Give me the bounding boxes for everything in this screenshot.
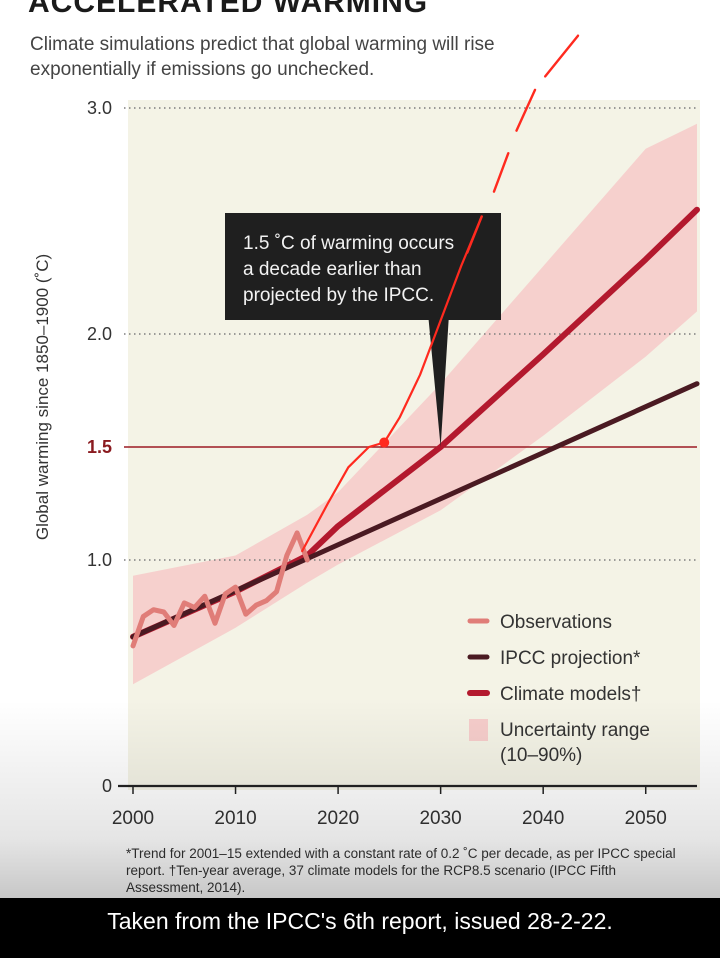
y-tick-label: 2.0: [87, 324, 112, 344]
y-tick-label: 1.0: [87, 550, 112, 570]
hand-drawn-overlay: [301, 34, 580, 553]
legend-uncertainty-label-2: (10–90%): [500, 745, 582, 766]
headline: ACCELERATED WARMING: [28, 0, 429, 19]
annotation-layer: 1.5 ˚C of warming occurs a decade earlier…: [225, 213, 501, 447]
legend: Observations IPCC projection* Climate mode…: [467, 612, 650, 766]
legend-uncertainty-swatch: [469, 719, 488, 741]
annotation-text-line: projected by the IPCC.: [243, 285, 434, 306]
overlay-dash: [466, 215, 483, 254]
x-tick-label: 2020: [317, 808, 359, 829]
caption-text: Taken from the IPCC's 6th report, issued…: [107, 908, 613, 934]
x-tick-label: 2050: [625, 808, 667, 829]
legend-uncertainty-label: Uncertainty range: [500, 720, 650, 741]
y-tick-label: 1.5: [87, 437, 112, 457]
uncertainty-band: [133, 123, 697, 685]
legend-ipcc-projection-label: IPCC projection*: [500, 648, 641, 669]
y-tick-label: 0: [102, 776, 112, 796]
y-axis-label: Global warming since 1850–1900 (˚C): [33, 254, 52, 540]
y-tick-label: 3.0: [87, 98, 112, 118]
overlay-marker: [379, 437, 390, 448]
subtitle: Climate simulations predict that global …: [30, 34, 495, 80]
annotation-text-line: 1.5 ˚C of warming occurs: [243, 233, 454, 254]
warming-chart: 0 1.0 1.5 2.0 3.0 Global warming since 1850–1…: [33, 34, 700, 829]
uncertainty-band-layer: [133, 123, 697, 685]
caption-bar: Taken from the IPCC's 6th report, issued…: [0, 898, 720, 958]
x-tick-label: 2040: [522, 808, 564, 829]
series-layer: [130, 206, 700, 649]
annotation-text-line: a decade earlier than: [243, 259, 422, 280]
x-tick-label: 2000: [112, 808, 154, 829]
overlay-dash: [544, 34, 580, 78]
observations-line: [130, 530, 310, 649]
overlay-line: [301, 215, 483, 553]
annotation-box: [225, 213, 501, 447]
overlay-dash: [492, 151, 510, 193]
legend-observations-label: Observations: [500, 612, 612, 633]
gridlines: [124, 107, 697, 561]
overlay-dash: [515, 88, 537, 132]
x-tick-label: 2010: [214, 808, 256, 829]
axes: 0 1.0 1.5 2.0 3.0 Global warming since 1850–1…: [33, 98, 697, 829]
legend-climate-models-label: Climate models†: [500, 684, 642, 705]
x-tick-label: 2030: [419, 808, 461, 829]
footnote: *Trend for 2001–15 extended with a const…: [126, 846, 676, 895]
